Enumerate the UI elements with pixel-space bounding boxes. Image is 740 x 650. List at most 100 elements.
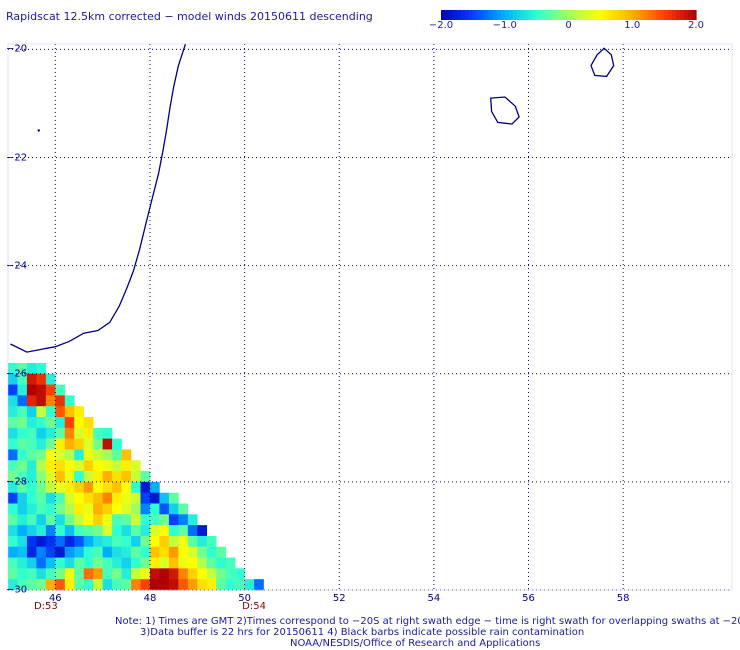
heatmap-cell xyxy=(36,373,47,385)
heatmap-cell xyxy=(45,503,56,515)
lat-tick-label: −20 xyxy=(6,43,28,55)
heatmap-cell xyxy=(55,492,66,504)
heatmap-cell xyxy=(102,525,113,537)
colorbar-segment xyxy=(588,10,594,20)
heatmap-cell xyxy=(225,568,236,580)
colorbar-segment xyxy=(688,10,693,20)
heatmap-cell xyxy=(93,471,103,483)
heatmap-cell xyxy=(74,492,85,504)
heatmap-cell xyxy=(55,579,66,591)
colorbar-segment xyxy=(656,10,661,20)
colorbar-segment xyxy=(548,10,554,20)
heatmap-cell xyxy=(168,557,179,569)
heatmap-cell xyxy=(17,579,28,591)
coastline-mauritius xyxy=(590,47,615,78)
heatmap-cell xyxy=(178,525,189,537)
heatmap-cell xyxy=(83,471,94,483)
heatmap-cell xyxy=(197,525,208,537)
heatmap-cell xyxy=(36,492,47,504)
heatmap-cell xyxy=(149,514,160,526)
heatmap-cell xyxy=(102,535,113,548)
colorbar-segment xyxy=(500,10,506,20)
heatmap-cell xyxy=(26,395,37,407)
lat-tick-label: −30 xyxy=(6,584,28,596)
colorbar-segment xyxy=(592,10,597,20)
heatmap-cell xyxy=(36,579,47,591)
heatmap-cell xyxy=(8,481,18,493)
heatmap-cell xyxy=(36,535,47,548)
heatmap-cell xyxy=(74,449,85,461)
heatmap-cell xyxy=(83,514,94,526)
heatmap-cell xyxy=(168,579,179,591)
heatmap-cell xyxy=(112,449,122,461)
colorbar-segment xyxy=(560,10,566,20)
heatmap-cell xyxy=(26,481,37,493)
heatmap-cell xyxy=(26,546,37,558)
heatmap-cell xyxy=(45,373,56,385)
heatmap-cell xyxy=(17,492,28,504)
coastline-madagascar xyxy=(10,43,187,353)
heatmap-cell xyxy=(121,481,132,493)
heatmap-cell xyxy=(36,438,47,450)
heatmap-cell xyxy=(8,557,18,569)
heatmap-cell xyxy=(225,557,236,569)
heatmap-cell xyxy=(206,535,217,548)
heatmap-cell xyxy=(64,503,75,515)
heatmap-cell xyxy=(93,535,103,548)
heatmap-cell xyxy=(121,546,132,558)
heatmap-cell xyxy=(83,557,94,569)
heatmap-cell xyxy=(55,503,66,515)
heatmap-cell xyxy=(8,449,18,461)
heatmap-cell xyxy=(45,579,56,591)
heatmap-cell xyxy=(8,460,18,472)
heatmap-cell xyxy=(74,568,85,580)
heatmap-cell xyxy=(216,568,226,580)
colorbar-segment xyxy=(444,10,450,20)
heatmap-cell xyxy=(187,557,198,569)
heatmap-cell xyxy=(55,384,66,396)
heatmap-cell xyxy=(197,557,208,569)
heatmap-cell xyxy=(74,557,85,569)
heatmap-cell xyxy=(112,503,122,515)
heatmap-cell xyxy=(254,579,264,591)
colorbar-segment xyxy=(604,10,609,20)
colorbar-segment xyxy=(644,10,649,20)
heatmap-cell xyxy=(64,406,75,418)
heatmap-cell xyxy=(112,460,122,472)
heatmap-cell xyxy=(36,417,47,429)
heatmap-cell xyxy=(178,535,189,548)
heatmap-cell xyxy=(26,557,37,569)
heatmap-cell xyxy=(140,525,151,537)
heatmap-cell xyxy=(83,417,94,429)
colorbar-segment xyxy=(460,10,466,20)
colorbar-segment xyxy=(504,10,510,20)
heatmap-cell xyxy=(178,503,189,515)
heatmap-cell xyxy=(102,514,113,526)
heatmap-cell xyxy=(45,557,56,569)
heatmap-cell xyxy=(178,546,189,558)
colorbar-segment xyxy=(512,10,518,20)
swath-time-label: D:54 xyxy=(242,601,266,612)
heatmap-cell xyxy=(102,471,113,483)
heatmap-cell xyxy=(45,546,56,558)
heatmap-cell xyxy=(131,557,141,569)
heatmap-cell xyxy=(36,471,47,483)
heatmap-cell xyxy=(45,438,56,450)
heatmap-cell xyxy=(8,373,18,385)
heatmap-cell xyxy=(17,568,28,580)
heatmap-cell xyxy=(112,471,122,483)
heatmap-cell xyxy=(83,579,94,591)
heatmap-cell xyxy=(17,557,28,569)
heatmap-cell xyxy=(93,492,103,504)
colorbar-segment xyxy=(672,10,677,20)
heatmap-cell xyxy=(74,471,85,483)
heatmap-cell xyxy=(121,503,132,515)
heatmap-cell xyxy=(36,460,47,472)
colorbar-segment xyxy=(596,10,601,20)
heatmap-cell xyxy=(112,535,122,548)
heatmap-cell xyxy=(187,579,198,591)
heatmap-cell xyxy=(102,449,113,461)
heatmap-cell xyxy=(64,514,75,526)
heatmap-cell xyxy=(235,568,245,580)
heatmap-cell xyxy=(36,546,47,558)
